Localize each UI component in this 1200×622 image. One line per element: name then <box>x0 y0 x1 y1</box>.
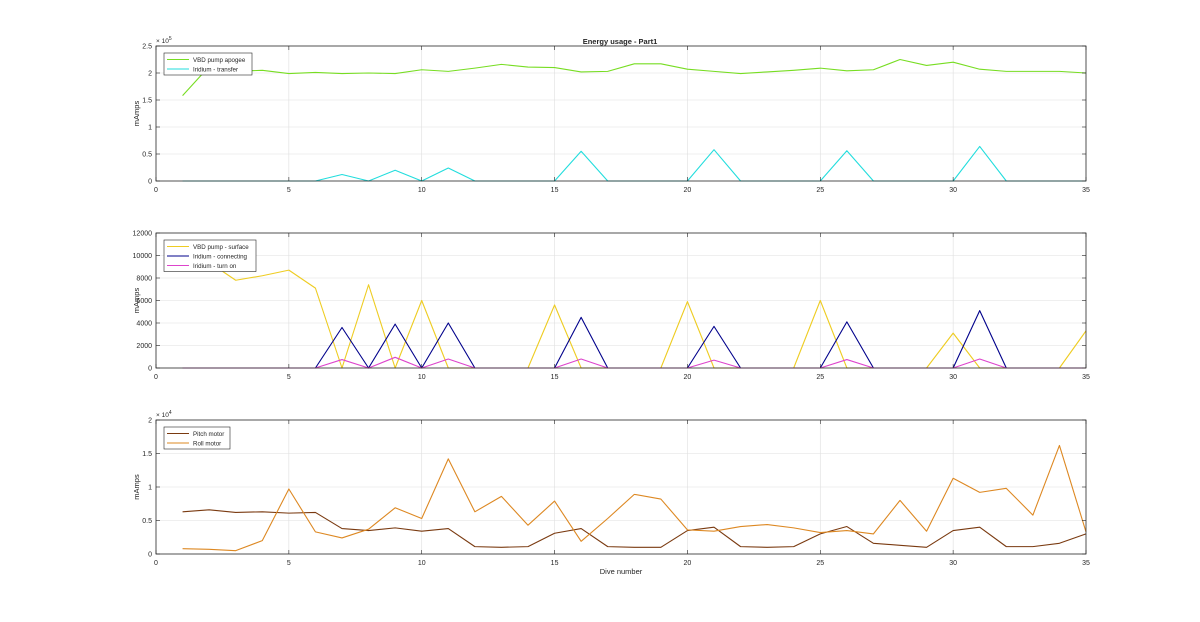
x-tick-label: 10 <box>418 560 426 567</box>
x-tick-label: 15 <box>551 560 559 567</box>
y-tick-label: 4000 <box>136 321 152 328</box>
y-tick-label: 1 <box>148 125 152 132</box>
y-tick-label: 1.5 <box>142 451 152 458</box>
series-line-2-0 <box>182 509 1087 548</box>
y-tick-label: 0.5 <box>142 518 152 525</box>
series-line-0-0 <box>182 58 1087 97</box>
legend-label: VBD pump apogee <box>193 57 246 64</box>
x-tick-label: 0 <box>154 187 158 194</box>
y-tick-label: 0 <box>148 552 152 559</box>
x-tick-label: 30 <box>949 374 957 381</box>
axis-exponent-power: 5 <box>169 36 172 42</box>
energy-chart-bottom: 0 5 10 15 20 25 30 35 0 0.5 1 1.5 2 × 104 mAmps Dive nu… <box>132 410 1090 576</box>
x-tick-label: 25 <box>816 187 824 194</box>
y-tick-label: 12000 <box>133 231 153 238</box>
y-tick-label: 0 <box>148 179 152 186</box>
x-tick-label: 5 <box>287 560 291 567</box>
x-tick-label: 25 <box>816 374 824 381</box>
axis-exponent: × 104 <box>156 410 172 419</box>
y-tick-label: 1.5 <box>142 98 152 105</box>
x-tick-label: 35 <box>1082 560 1090 567</box>
x-tick-label: 10 <box>418 374 426 381</box>
legend-label: VBD pump - surface <box>193 244 249 251</box>
legend-label: Pitch motor <box>193 431 224 438</box>
axes-box <box>155 45 1087 182</box>
y-tick-label: 8000 <box>136 276 152 283</box>
energy-chart-middle: 0 5 10 15 20 25 30 35 0 2000 4000 6000 8000 10000 1200… <box>132 231 1090 382</box>
y-axis-label: mAmps <box>132 288 141 314</box>
x-tick-label: 30 <box>949 560 957 567</box>
x-tick-label: 30 <box>949 187 957 194</box>
x-tick-label: 5 <box>287 187 291 194</box>
legend-label: Iridium - turn on <box>193 263 237 270</box>
series-line-2-1 <box>182 444 1087 552</box>
y-tick-label: 0 <box>148 366 152 373</box>
y-tick-label: 2.5 <box>142 44 152 51</box>
figure-title: Energy usage - Part1 <box>583 37 658 46</box>
y-axis-label: mAmps <box>132 474 141 500</box>
axis-exponent: × 105 <box>156 36 172 45</box>
y-tick-label: 2000 <box>136 343 152 350</box>
x-tick-label: 20 <box>684 374 692 381</box>
legend-label: Iridium - connecting <box>193 253 248 260</box>
x-tick-label: 35 <box>1082 187 1090 194</box>
y-tick-label: 2 <box>148 71 152 78</box>
legend-label: Roll motor <box>193 440 221 447</box>
x-tick-label: 0 <box>154 560 158 567</box>
x-tick-label: 35 <box>1082 374 1090 381</box>
x-tick-label: 0 <box>154 374 158 381</box>
x-tick-label: 10 <box>418 187 426 194</box>
y-tick-label: 2 <box>148 418 152 425</box>
legend-label: Iridium - transfer <box>193 66 238 73</box>
y-tick-label: 10000 <box>133 253 153 260</box>
x-tick-label: 20 <box>684 560 692 567</box>
axis-exponent-power: 4 <box>169 410 172 416</box>
x-tick-label: 15 <box>551 374 559 381</box>
x-tick-label: 20 <box>684 187 692 194</box>
x-tick-label: 15 <box>551 187 559 194</box>
plot-area <box>156 46 1086 181</box>
y-tick-label: 0.5 <box>142 152 152 159</box>
x-axis-label: Dive number <box>600 567 643 576</box>
energy-chart-top: 0 5 10 15 20 25 30 35 0 0.5 1 1.5 2 2.5 × 105 mAmps VBD … <box>132 36 1090 194</box>
x-tick-label: 5 <box>287 374 291 381</box>
x-tick-label: 25 <box>816 560 824 567</box>
y-axis-label: mAmps <box>132 101 141 127</box>
y-tick-label: 6000 <box>136 298 152 305</box>
y-tick-label: 1 <box>148 485 152 492</box>
